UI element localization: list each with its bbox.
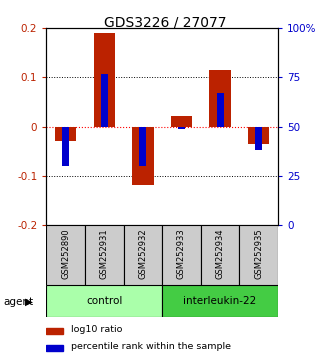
Bar	[255, 126, 262, 150]
Text: agent: agent	[3, 297, 33, 307]
Bar	[239, 225, 278, 285]
Text: GSM252890: GSM252890	[61, 228, 70, 279]
Text: GSM252931: GSM252931	[100, 228, 109, 279]
Bar	[62, 126, 69, 166]
Bar	[216, 93, 224, 126]
Text: GSM252935: GSM252935	[254, 228, 263, 279]
Bar	[248, 126, 269, 144]
Text: GSM252932: GSM252932	[138, 228, 147, 279]
Text: percentile rank within the sample: percentile rank within the sample	[71, 342, 231, 351]
Bar	[46, 285, 162, 317]
Text: GDS3226 / 27077: GDS3226 / 27077	[104, 16, 227, 30]
Bar	[139, 126, 146, 166]
Bar	[171, 116, 192, 126]
Text: interleukin-22: interleukin-22	[183, 296, 257, 306]
Bar	[46, 328, 63, 334]
Bar	[85, 225, 123, 285]
Text: control: control	[86, 296, 122, 306]
Bar	[162, 225, 201, 285]
Text: GSM252933: GSM252933	[177, 228, 186, 279]
Text: GSM252934: GSM252934	[215, 228, 225, 279]
Bar	[132, 126, 154, 185]
Bar	[210, 70, 231, 126]
Bar	[162, 285, 278, 317]
Bar	[101, 74, 108, 126]
Bar	[94, 33, 115, 126]
Bar	[178, 126, 185, 129]
Bar	[46, 225, 85, 285]
Bar	[46, 344, 63, 350]
Text: log10 ratio: log10 ratio	[71, 325, 123, 334]
Text: ▶: ▶	[25, 297, 33, 307]
Bar	[201, 225, 239, 285]
Bar	[55, 126, 76, 141]
Bar	[123, 225, 162, 285]
